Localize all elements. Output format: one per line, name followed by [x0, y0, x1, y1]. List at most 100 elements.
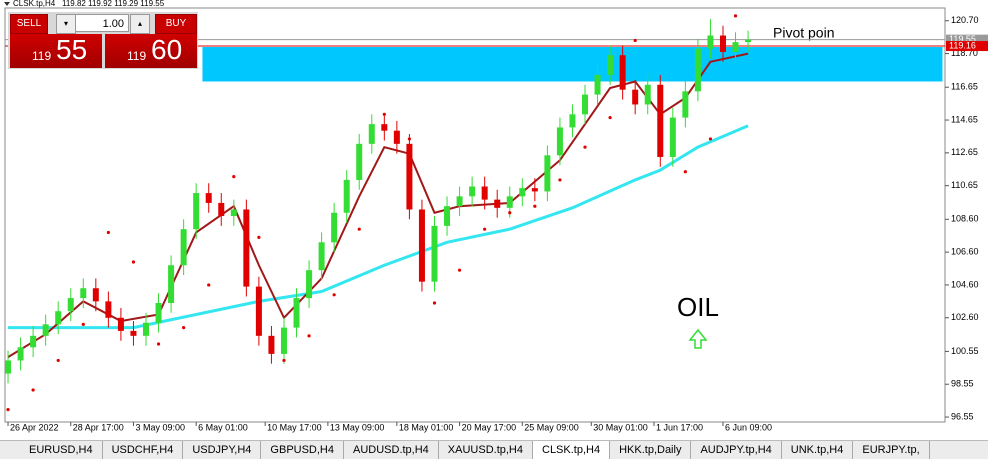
buy-price[interactable]: 119 60: [105, 34, 197, 68]
price-label-box: [946, 34, 988, 45]
tab[interactable]: USDCHF,H4: [103, 441, 184, 459]
sar-dot: [56, 358, 60, 363]
tab[interactable]: UNK.tp,H4: [782, 441, 854, 459]
y-tick-label: 102.60: [951, 312, 979, 322]
candle-body: [644, 84, 651, 105]
y-tick-label: 114.65: [951, 114, 978, 124]
tab[interactable]: CLSK.tp,H4: [533, 441, 611, 459]
sar-dot: [533, 204, 537, 208]
candle-body: [569, 114, 576, 128]
y-tick-label: 108.60: [951, 214, 979, 224]
sar-dot: [332, 293, 336, 297]
sar-dot: [733, 14, 738, 18]
y-tick-label: 100.55: [951, 346, 979, 356]
quote: 119.82 119.92 119.29 119.55: [62, 0, 165, 8]
tab[interactable]: EURJPY.tp,: [853, 441, 930, 459]
chart: CLSK.tp,H4 119.82 119.92 119.29 119.55 P…: [4, 0, 988, 432]
oil-label: OIL: [677, 292, 719, 322]
candle-body: [707, 35, 714, 49]
sar-dot: [658, 137, 662, 141]
sell-button[interactable]: SELL: [10, 14, 48, 34]
candle-body: [418, 209, 425, 282]
y-tick-label: 110.65: [951, 180, 978, 190]
sar-dot: [6, 408, 10, 412]
sar-dot: [81, 322, 85, 326]
y-tick-label: 98.55: [951, 379, 974, 389]
y-tick-label: 104.60: [951, 279, 979, 289]
candle-body: [55, 311, 62, 325]
candle-body: [318, 242, 325, 271]
tab[interactable]: GBPUSD,H4: [261, 441, 344, 459]
lot-input[interactable]: 1.00: [75, 14, 129, 32]
candle-body: [280, 327, 287, 354]
candle-body: [268, 335, 275, 354]
buy-button[interactable]: BUY: [155, 14, 197, 34]
sar-dot: [131, 260, 136, 264]
up-arrow: [688, 328, 708, 349]
sar-dot: [683, 170, 687, 174]
tab[interactable]: USDJPY,H4: [183, 441, 262, 459]
sar-dot: [156, 342, 161, 346]
zone: [202, 47, 943, 82]
candle-body: [619, 55, 626, 90]
price-label-box: [946, 41, 988, 52]
candle-body: [556, 127, 563, 156]
sar-dot: [508, 211, 512, 215]
candle-body: [5, 360, 12, 374]
candle-body: [17, 347, 24, 361]
sar-dot: [232, 175, 236, 179]
lot-down[interactable]: ▾: [56, 14, 76, 34]
tab[interactable]: EURUSD,H4: [20, 441, 103, 459]
candle-body: [632, 89, 639, 105]
sar-dot: [382, 112, 386, 116]
candle-body: [230, 209, 237, 217]
sar-dot: [31, 388, 35, 392]
x-tick-label: 26 Apr 2022: [10, 422, 59, 432]
sar-dot: [257, 235, 261, 239]
candle-body: [682, 91, 689, 118]
sar-dot: [558, 178, 562, 182]
candle-body: [218, 202, 225, 217]
x-tick-label: 28 Apr 17:00: [73, 422, 124, 432]
trade-panel: SELL ▾ 1.00 ▴ BUY 119 55 119 60: [8, 12, 198, 69]
symbol: CLSK.tp,H4: [13, 0, 56, 8]
sell-price[interactable]: 119 55: [10, 34, 102, 68]
sar-dot: [633, 38, 637, 43]
candle-body: [130, 330, 137, 336]
candle-body: [607, 55, 614, 75]
lot-up[interactable]: ▴: [130, 14, 150, 34]
candle-body: [456, 196, 463, 207]
candle-body: [669, 117, 676, 157]
candle-body: [155, 303, 162, 323]
candle-body: [67, 298, 74, 312]
candle-body: [356, 143, 363, 180]
buy-price-big: 119: [127, 49, 147, 63]
tab[interactable]: AUDJPY.tp,H4: [691, 441, 782, 459]
candle-body: [343, 179, 350, 213]
sar-dot: [357, 227, 361, 231]
sar-dot: [432, 301, 437, 305]
tab[interactable]: HKK.tp,Daily: [610, 441, 692, 459]
price-label: 119.55: [949, 34, 976, 44]
sar-dot: [583, 145, 587, 149]
candle-body: [393, 130, 400, 144]
x-tick-label: 30 May 01:00: [593, 422, 648, 432]
candle-body: [544, 155, 551, 192]
candle-body: [719, 35, 726, 52]
sar-dot: [483, 227, 487, 231]
y-tick-label: 96.55: [951, 411, 974, 421]
candle-body: [205, 193, 212, 203]
candle-body: [381, 124, 388, 131]
candle-body: [657, 84, 664, 157]
tab[interactable]: AUDUSD.tp,H4: [344, 441, 439, 459]
candle-body: [193, 193, 200, 230]
tab-bar: EURUSD,H4 USDCHF,H4 USDJPY,H4 GBPUSD,H4 AUDU…: [0, 440, 988, 459]
sar-dot: [106, 230, 110, 235]
tab[interactable]: XAUUSD.tp,H4: [439, 441, 533, 459]
y-tick-label: 116.65: [951, 82, 978, 92]
candle-body: [243, 209, 250, 287]
candle-body: [745, 39, 752, 43]
candle-body: [143, 322, 150, 336]
buy-price-small: 60: [151, 34, 183, 65]
candle-body: [80, 288, 87, 299]
